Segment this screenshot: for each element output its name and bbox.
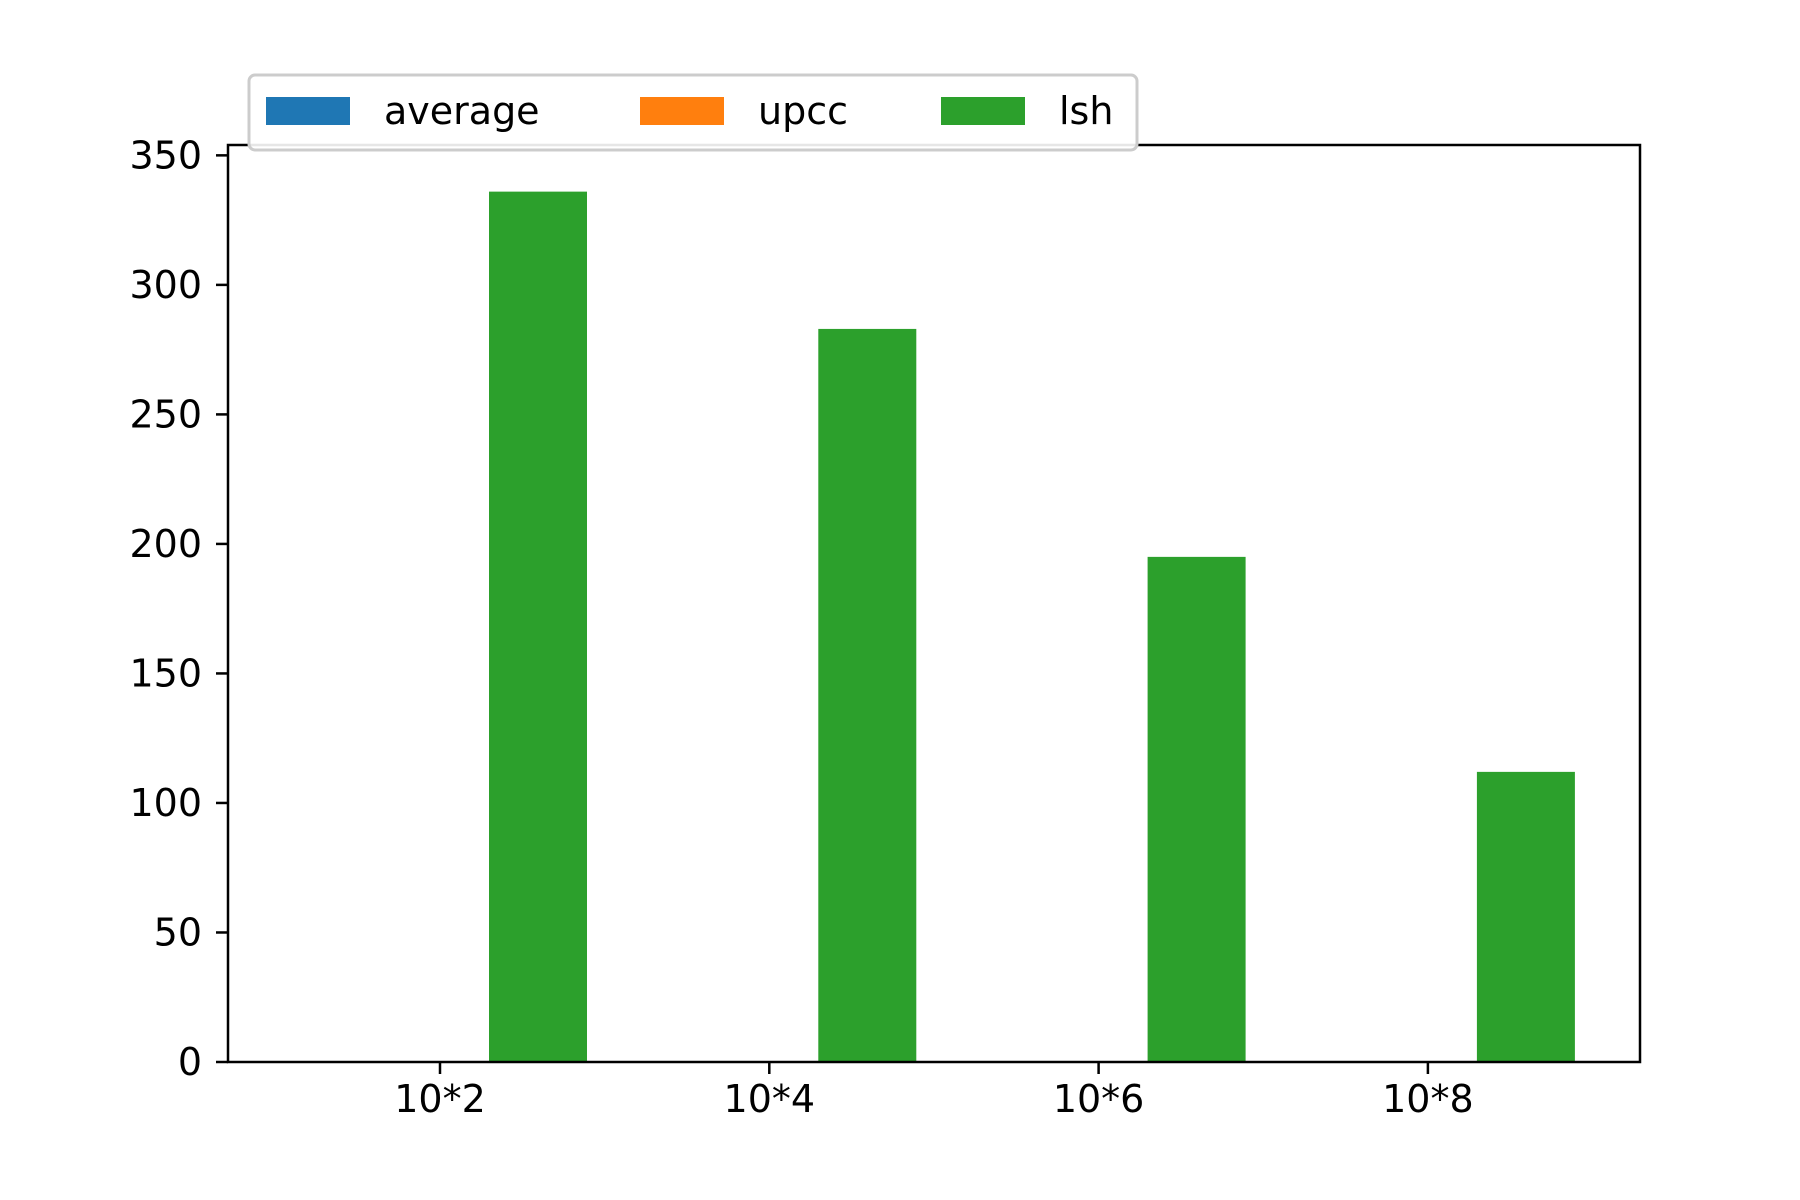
bar-lsh-2 bbox=[1147, 556, 1246, 1062]
y-axis: 0 50 100 150 200 250 300 350 bbox=[129, 133, 228, 1084]
x-tick-label: 10*8 bbox=[1382, 1077, 1474, 1121]
x-tick-label: 10*2 bbox=[394, 1077, 486, 1121]
plot-frame bbox=[226, 143, 1642, 1064]
y-tick-label: 350 bbox=[129, 133, 202, 177]
bar-lsh-1 bbox=[818, 328, 917, 1062]
x-tick-label: 10*6 bbox=[1053, 1077, 1145, 1121]
bar-lsh-0 bbox=[489, 191, 587, 1062]
bar-lsh-3 bbox=[1476, 771, 1575, 1062]
legend-label-average: average bbox=[384, 89, 540, 133]
y-tick-label: 50 bbox=[154, 910, 202, 954]
legend-label-upcc: upcc bbox=[758, 89, 848, 133]
x-axis: 10*2 10*4 10*6 10*8 bbox=[394, 1062, 1474, 1121]
y-tick-label: 250 bbox=[129, 392, 202, 436]
legend-swatch-lsh bbox=[941, 97, 1025, 125]
x-tick-label: 10*4 bbox=[724, 1077, 816, 1121]
y-tick-label: 150 bbox=[129, 651, 202, 695]
y-tick-label: 300 bbox=[129, 263, 202, 307]
y-tick-label: 100 bbox=[129, 781, 202, 825]
legend: average upcc lsh bbox=[247, 73, 1139, 152]
legend-swatch-upcc bbox=[640, 97, 724, 125]
legend-swatch-average bbox=[266, 97, 350, 125]
y-tick-label: 0 bbox=[178, 1040, 202, 1084]
legend-label-lsh: lsh bbox=[1059, 89, 1113, 133]
y-tick-label: 200 bbox=[129, 522, 202, 566]
bars-group bbox=[489, 191, 1575, 1062]
